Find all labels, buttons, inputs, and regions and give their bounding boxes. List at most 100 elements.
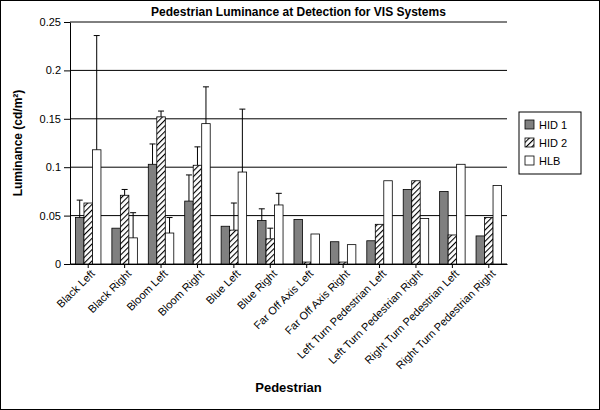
bar: [185, 201, 193, 264]
bar: [92, 150, 100, 264]
x-tick-label: Bloom Right: [155, 267, 206, 318]
y-tick: 0.2: [46, 64, 70, 76]
error-cap: [267, 228, 273, 229]
bar: [129, 238, 137, 264]
y-tick-mark: [64, 264, 70, 265]
y-tick-mark: [64, 70, 70, 71]
error-cap: [231, 203, 237, 204]
error-cap: [77, 200, 83, 201]
y-tick-label: 0.2: [46, 64, 61, 76]
error-line: [261, 209, 262, 221]
grid: [70, 22, 507, 264]
grid-line: [70, 70, 507, 71]
series: [92, 36, 501, 264]
error-line: [96, 36, 97, 150]
legend-label: HID 2: [539, 137, 567, 149]
y-tick-mark: [64, 167, 70, 168]
bar: [221, 226, 229, 264]
bars: [75, 36, 501, 264]
y-tick: 0.15: [40, 113, 70, 125]
legend-entry: HID 2: [525, 137, 567, 149]
bar: [420, 219, 428, 264]
error-bar: [276, 193, 282, 205]
y-tick-label: 0: [55, 258, 61, 270]
x-axis-title: Pedestrian: [255, 380, 322, 395]
bar: [457, 164, 465, 264]
error-line: [205, 87, 206, 124]
error-bar: [158, 111, 164, 117]
bar: [311, 234, 319, 264]
grid-line: [70, 167, 507, 168]
error-line: [79, 200, 80, 217]
error-bar: [186, 175, 192, 201]
error-line: [188, 175, 189, 201]
legend-swatch: [525, 156, 534, 165]
legend-label: HID 1: [539, 119, 567, 131]
x-tick-label: Right Turn Pedestrian Right: [393, 267, 497, 371]
y-axis: 0 0.05 0.1 0.15 0.2 0.25: [40, 16, 71, 270]
bar: [412, 181, 420, 264]
bar: [193, 165, 201, 264]
error-bar: [167, 218, 173, 233]
error-bar: [194, 147, 200, 165]
plot: 00.050.10.150.20.25Black LeftBlack Right…: [40, 16, 508, 371]
error-cap: [194, 146, 200, 147]
bar: [403, 189, 411, 264]
legend-entry: HLB: [525, 155, 560, 167]
x-axis-line: [71, 264, 508, 265]
error-cap: [259, 208, 265, 209]
y-axis-title: Luminance (cd/m²): [11, 90, 25, 197]
bar: [493, 186, 501, 264]
error-cap: [130, 212, 136, 213]
bar: [275, 205, 283, 264]
x-tick: Right Turn Pedestrian Right: [393, 264, 497, 371]
bar: [330, 242, 338, 264]
error-bar: [267, 228, 273, 239]
y-tick-label: 0.1: [46, 161, 61, 173]
y-tick: 0.05: [40, 210, 70, 222]
bar: [148, 164, 156, 264]
bar: [112, 228, 120, 264]
bar: [230, 230, 238, 264]
error-line: [133, 213, 134, 238]
error-line: [197, 147, 198, 165]
legend-entry: HID 1: [525, 119, 567, 131]
error-line: [242, 109, 243, 172]
series: [84, 111, 493, 264]
error-line: [233, 203, 234, 230]
bar: [266, 239, 274, 264]
bar: [157, 117, 165, 264]
bar: [294, 219, 302, 264]
y-tick-mark: [64, 119, 70, 120]
legend-box: [519, 112, 581, 174]
legend-swatch: [525, 120, 534, 129]
legend-swatch: [525, 138, 534, 147]
error-line: [169, 218, 170, 233]
error-line: [152, 144, 153, 164]
y-tick-mark: [64, 216, 70, 217]
error-cap: [239, 109, 245, 110]
bar: [384, 181, 392, 264]
bar: [448, 235, 456, 264]
bar: [202, 124, 210, 264]
error-cap: [158, 111, 164, 112]
y-tick-label: 0.25: [40, 16, 61, 28]
error-cap: [150, 143, 156, 144]
error-line: [270, 228, 271, 239]
grid-line: [70, 22, 507, 23]
error-bar: [130, 213, 136, 238]
title: Pedestrian Luminance at Detection for VI…: [151, 5, 446, 19]
error-line: [278, 193, 279, 205]
error-bar: [203, 87, 209, 124]
error-cap: [203, 86, 209, 87]
error-cap: [122, 189, 128, 190]
y-tick: 0: [55, 258, 70, 270]
error-bar: [231, 203, 237, 230]
bar: [302, 262, 310, 264]
x-tick: Bloom Right: [155, 264, 206, 318]
bar: [238, 172, 246, 264]
y-tick-mark: [64, 22, 70, 23]
y-tick: 0.1: [46, 161, 70, 173]
y-tick: 0.25: [40, 16, 70, 28]
error-bar: [77, 200, 83, 217]
